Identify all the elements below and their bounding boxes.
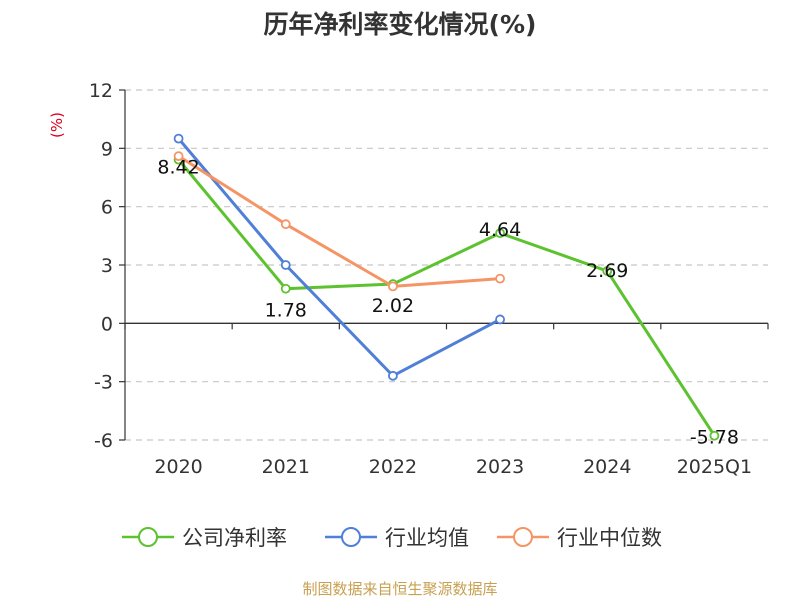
data-point	[173, 151, 184, 162]
data-label: 8.42	[157, 157, 199, 179]
data-point	[388, 281, 398, 292]
grid-lines	[125, 89, 768, 441]
data-label: 4.64	[479, 219, 521, 241]
data-point	[495, 228, 505, 239]
source-note: 制图数据来自恒生聚源数据库	[302, 580, 497, 598]
legend-label: 行业中位数	[557, 526, 662, 550]
series-line	[177, 154, 501, 288]
legend: 公司净利率 行业均值 行业中位数	[122, 526, 662, 550]
y-tick-label: 0	[101, 313, 113, 335]
x-tick-label: 2022	[369, 456, 417, 478]
chart-title: 历年净利率变化情况(%)	[264, 10, 537, 39]
legend-label: 公司净利率	[182, 526, 287, 550]
legend-marker	[513, 527, 533, 547]
data-label: 2.02	[372, 295, 414, 317]
data-point	[495, 273, 505, 284]
legend-marker	[341, 527, 361, 547]
data-point	[495, 314, 505, 325]
data-labels: 8.42 1.78 2.02 4.64 2.69 -5.78	[157, 157, 739, 449]
y-tick-label: 9	[101, 138, 113, 160]
x-tick-label: 2024	[583, 456, 631, 478]
legend-item[interactable]: 公司净利率	[122, 526, 287, 550]
data-point	[280, 283, 291, 294]
legend-label: 行业均值	[385, 526, 469, 550]
data-label: 1.78	[265, 300, 307, 322]
data-point	[280, 260, 291, 270]
data-point	[280, 219, 291, 230]
data-point	[173, 133, 184, 144]
data-point	[388, 370, 398, 381]
series-line	[177, 137, 501, 378]
legend-item[interactable]: 行业均值	[325, 526, 469, 550]
legend-marker	[138, 527, 158, 547]
series-line	[177, 158, 716, 437]
y-tick-label: 3	[101, 255, 113, 277]
x-tick-label: 2023	[476, 456, 524, 478]
axes: 12 9 6 3 0 -3 -6 2020 2021 2022 2023 2024 2025Q1	[89, 80, 769, 478]
y-tick-label: -6	[94, 430, 113, 452]
x-tick-label: 2021	[262, 456, 310, 478]
x-tick-label: 2020	[154, 456, 202, 478]
data-point	[709, 430, 720, 441]
legend-item[interactable]: 行业中位数	[497, 526, 662, 550]
data-point	[602, 266, 613, 276]
data-label: 2.69	[586, 260, 628, 282]
series-lines	[173, 133, 720, 441]
y-tick-label: 6	[101, 197, 113, 219]
x-tick-label: 2025Q1	[677, 456, 752, 478]
data-label: -5.78	[690, 427, 739, 449]
y-tick-label: 12	[89, 80, 113, 102]
y-tick-label: -3	[94, 372, 113, 394]
y-axis-label: (%)	[48, 112, 66, 138]
